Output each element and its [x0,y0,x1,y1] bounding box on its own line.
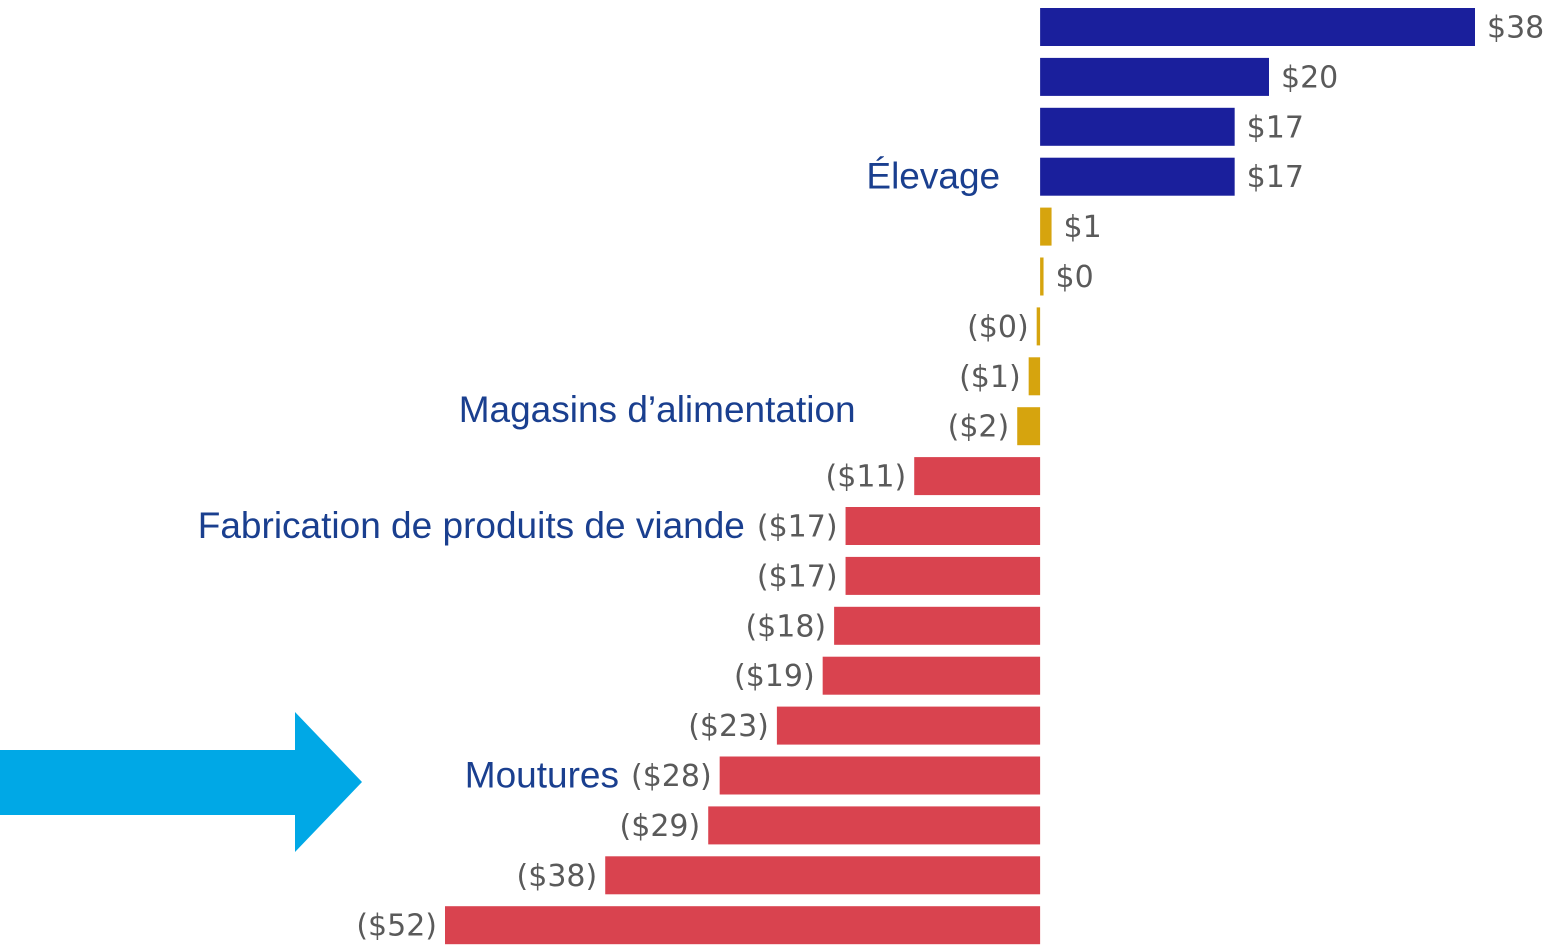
bar [1040,157,1235,196]
category-label: Moutures [465,754,619,795]
value-label: $20 [1281,60,1338,95]
value-label: ($17) [757,510,838,545]
value-label: ($28) [631,759,712,794]
value-label: ($17) [757,559,838,594]
bar [914,457,1041,496]
bar [708,806,1041,845]
bar [719,756,1041,795]
category-label: Élevage [866,155,1000,196]
bar [776,706,1041,745]
value-label: $1 [1064,210,1102,245]
bar [1036,307,1041,346]
value-label: ($18) [745,609,826,644]
bar [822,656,1041,695]
bar [1040,107,1235,146]
value-label: ($23) [688,709,769,744]
bar [834,606,1041,645]
value-label: $0 [1056,260,1094,295]
value-label: ($19) [734,659,815,694]
bar [1040,57,1269,96]
bar [1028,357,1041,396]
value-label: ($1) [959,360,1021,395]
bar [445,906,1041,945]
category-label: Magasins d’alimentation [459,389,856,430]
value-label: ($38) [517,859,598,894]
value-label: $17 [1247,160,1304,195]
value-label: ($2) [948,410,1010,445]
bar [845,556,1041,595]
bar [1040,8,1475,46]
bar [1040,257,1044,296]
bar [1040,207,1052,246]
bar [1017,407,1041,446]
value-label: ($29) [620,809,701,844]
category-label: Fabrication de produits de viande [198,505,745,546]
value-label: ($52) [356,909,437,944]
value-label: ($11) [826,460,907,495]
bar [605,856,1041,895]
value-label: $17 [1247,110,1304,145]
value-label: $38 [1487,11,1544,46]
bar [845,507,1041,545]
arrow [0,712,362,852]
value-label: ($0) [967,310,1029,345]
